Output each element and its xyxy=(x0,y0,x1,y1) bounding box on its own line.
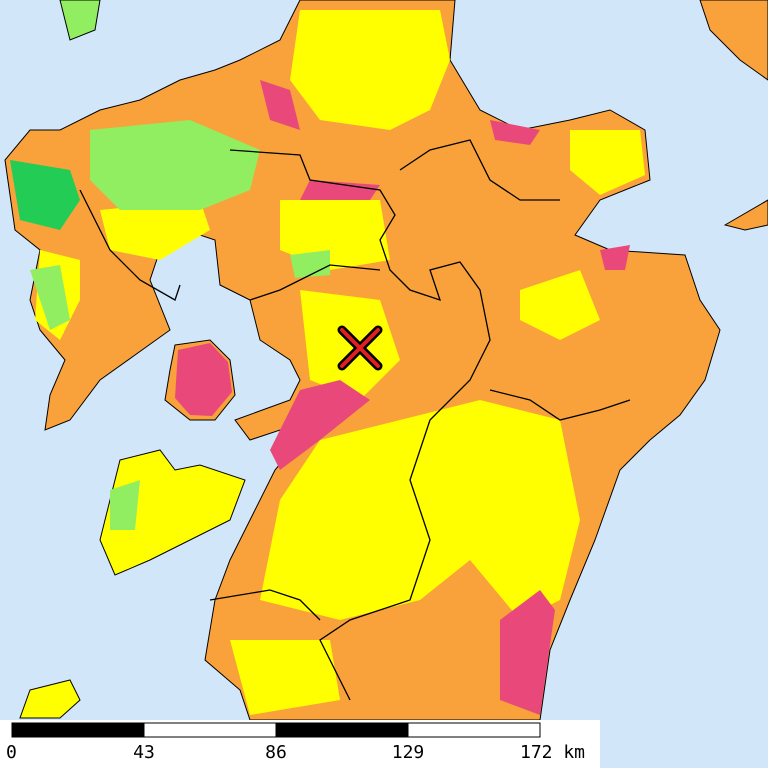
yellow-zone xyxy=(290,10,450,130)
scale-segment xyxy=(11,722,145,738)
intensity-zone xyxy=(175,80,630,715)
yellow-zone xyxy=(520,270,600,340)
scale-segment xyxy=(407,722,541,738)
pink-zone xyxy=(175,343,232,416)
border xyxy=(79,189,181,301)
scale-label: 86 xyxy=(265,742,287,763)
scale-segment xyxy=(143,722,277,738)
epicenter-marker xyxy=(337,325,383,371)
border xyxy=(249,264,381,301)
scale-label: 172 km xyxy=(520,742,585,763)
pink-zone xyxy=(500,590,555,715)
pink-zone xyxy=(260,80,300,130)
scale-segment xyxy=(275,722,409,738)
scale-label: 129 xyxy=(392,742,425,763)
pink-zone xyxy=(490,120,540,145)
yellow-zone xyxy=(100,200,210,260)
green-zone xyxy=(10,160,80,230)
land xyxy=(723,199,768,231)
pink-zone xyxy=(300,180,380,200)
land xyxy=(59,0,101,41)
intensity-zone xyxy=(10,120,330,530)
border xyxy=(229,149,491,701)
green-zone xyxy=(110,480,140,530)
borders xyxy=(79,139,631,701)
scale-bar: 0 43 86 129 172 km xyxy=(0,720,600,768)
marker-stroke xyxy=(340,328,380,368)
yellow-zone xyxy=(300,290,400,400)
border xyxy=(209,589,321,621)
yellow-zone xyxy=(230,640,340,715)
green-zone xyxy=(30,265,70,330)
green-zone xyxy=(90,120,260,210)
pink-zone xyxy=(270,380,370,470)
pink-zone xyxy=(600,245,630,270)
yellow-zone xyxy=(570,130,645,195)
land xyxy=(699,0,768,81)
green-zone xyxy=(290,250,330,278)
scale-label: 43 xyxy=(133,742,155,763)
scale-label: 0 xyxy=(6,742,17,763)
border xyxy=(489,389,631,421)
yellow-zone xyxy=(280,200,390,270)
border xyxy=(399,139,560,201)
land xyxy=(19,679,81,719)
